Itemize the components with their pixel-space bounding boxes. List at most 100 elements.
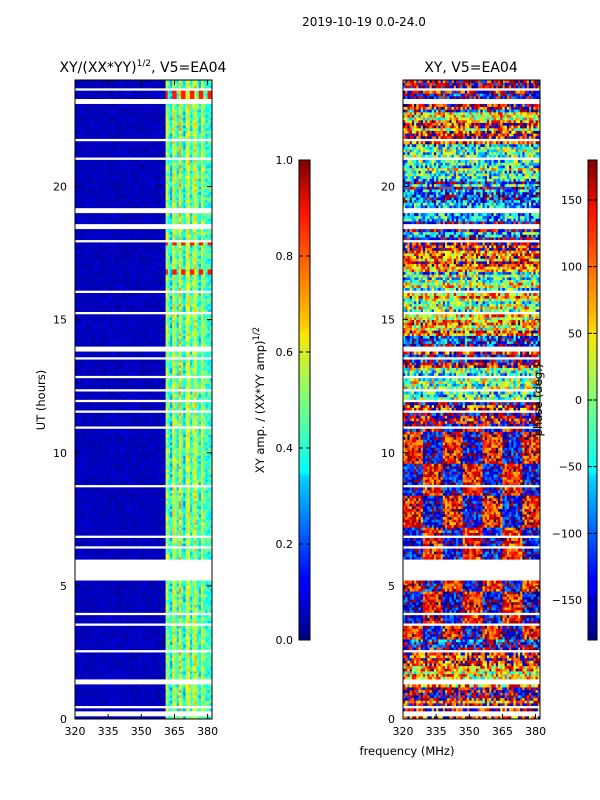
amp-heatmap-cell [125,452,129,456]
amp-heatmap-cell [123,676,127,680]
amp-heatmap-cell [121,591,124,595]
amp-heatmap-cell [150,633,153,637]
amp-heatmap-cell [130,671,133,675]
amp-heatmap-cell [105,657,109,661]
amp-heatmap-cell [152,458,155,462]
amp-heatmap-cell [189,474,193,478]
amp-heatmap-cell [94,585,98,589]
amp-heatmap-cell [189,513,193,517]
amp-heatmap-cell [88,551,91,555]
amp-heatmap-cell [150,508,153,512]
amp-heatmap-cell [136,474,140,478]
amp-heatmap-cell [134,641,138,645]
amp-heatmap-cell [205,617,208,621]
amp-heatmap-cell [141,460,144,464]
amp-heatmap-cell [165,615,169,619]
amp-heatmap-cell [156,556,160,560]
amp-heatmap-cell [141,492,144,496]
amp-heatmap-cell [209,697,212,701]
amp-heatmap-cell [99,543,102,547]
amp-heatmap-cell [156,476,160,480]
amp-heatmap-cell [178,609,182,613]
amp-heatmap-cell [136,540,140,544]
amp-heatmap-cell [94,476,98,480]
amp-heatmap-cell [114,689,118,693]
amp-heatmap-cell [130,474,133,478]
amp-heatmap-cell [150,482,153,486]
amp-heatmap-cell [77,700,80,704]
amp-heatmap-cell [183,644,186,648]
amp-heatmap-cell [196,663,200,667]
amp-heatmap-cell [79,631,82,635]
amp-heatmap-cell [147,615,151,619]
amp-heatmap-cell [105,460,109,464]
amp-heatmap-cell [97,458,100,462]
amp-heatmap-cell [99,633,102,637]
amp-heatmap-cell [128,487,131,491]
amp-heatmap-cell [121,647,124,651]
amp-heatmap-cell [156,460,160,464]
amp-heatmap-cell [196,692,200,696]
amp-heatmap-cell [152,556,155,560]
amp-heatmap-cell [143,495,147,499]
amp-heatmap-cell [192,671,195,675]
amp-heatmap-cell [105,687,109,691]
amp-heatmap-cell [167,668,171,672]
amp-heatmap-cell [103,695,107,699]
amp-heatmap-cell [145,604,149,608]
amp-heatmap-cell [119,548,122,552]
amp-heatmap-cell [121,668,124,672]
amp-heatmap-cell [203,697,206,701]
amp-heatmap-cell [192,532,195,536]
amp-heatmap-cell [134,716,138,719]
amp-heatmap-cell [86,455,89,459]
amp-heatmap-cell [145,588,149,592]
amp-heatmap-cell [192,540,195,544]
amp-heatmap-cell [185,482,189,486]
amp-heatmap-cell [132,476,136,480]
amp-heatmap-cell [86,593,89,597]
amp-heatmap-cell [174,495,177,499]
amp-heatmap-cell [75,500,78,504]
amp-heatmap-cell [152,620,155,624]
amp-heatmap-cell [158,498,162,502]
amp-heatmap-cell [130,548,133,552]
amp-heatmap-cell [158,609,162,613]
amp-heatmap-cell [196,500,200,504]
amp-heatmap-cell [112,657,116,661]
amp-heatmap-cell [172,625,175,629]
amp-heatmap-cell [150,636,153,640]
amp-heatmap-cell [176,708,180,712]
amp-heatmap-cell [116,663,120,667]
amp-heatmap-cell [141,692,144,696]
amp-heatmap-cell [158,601,162,605]
amp-heatmap-cell [105,458,109,462]
amp-heatmap-cell [145,529,149,533]
amp-heatmap-cell [141,617,144,621]
amp-heatmap-cell [183,498,186,502]
amp-heatmap-cell [200,468,204,472]
amp-heatmap-cell [161,639,164,643]
amp-heatmap-cell [196,513,200,517]
amp-heatmap-cell [103,511,107,515]
amp-heatmap-cell [86,628,89,632]
amp-heatmap-cell [163,537,166,541]
amp-heatmap-cell [139,529,142,533]
amp-heatmap-cell [172,676,175,680]
amp-heatmap-cell [187,644,191,648]
amp-heatmap-cell [207,580,211,584]
amp-heatmap-cell [75,479,78,483]
amp-heatmap-cell [150,639,153,643]
amp-heatmap-cell [114,490,118,494]
amp-heatmap-cell [158,628,162,632]
amp-heatmap-cell [132,543,136,547]
amp-heatmap-cell [196,708,200,712]
amp-heatmap-cell [143,543,147,547]
amp-heatmap-cell [203,513,206,517]
amp-heatmap-cell [79,644,82,648]
amp-heatmap-cell [152,460,155,464]
amp-heatmap-cell [194,604,197,608]
amp-heatmap-cell [143,532,147,536]
amp-heatmap-cell [77,625,80,629]
amp-heatmap-cell [128,476,131,480]
